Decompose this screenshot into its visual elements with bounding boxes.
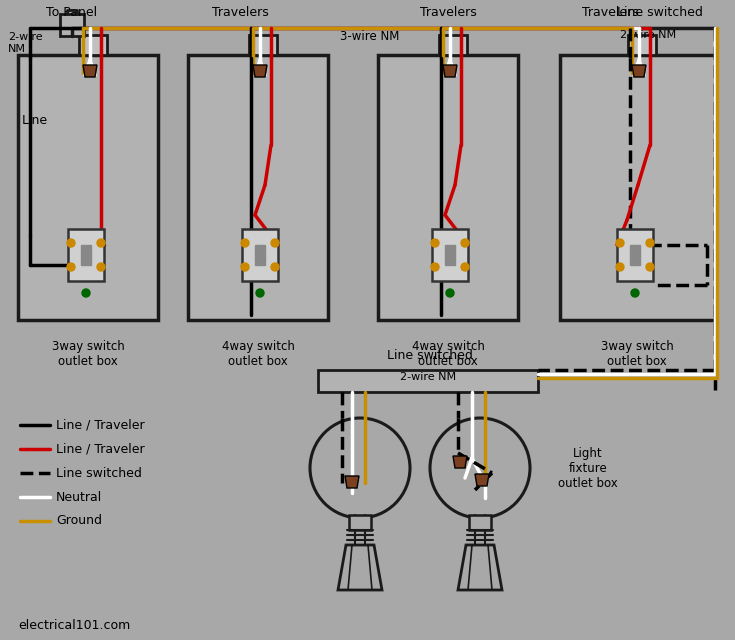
Text: 3way switch
outlet box: 3way switch outlet box bbox=[600, 340, 673, 368]
Bar bbox=[18, 55, 158, 320]
Text: Neutral: Neutral bbox=[56, 490, 102, 504]
Polygon shape bbox=[345, 476, 359, 488]
Bar bbox=[432, 229, 468, 281]
Bar bbox=[81, 245, 91, 265]
Circle shape bbox=[97, 263, 105, 271]
Bar bbox=[188, 55, 328, 320]
Circle shape bbox=[646, 239, 654, 247]
Bar bbox=[617, 229, 653, 281]
Text: To Panel: To Panel bbox=[46, 6, 98, 19]
Circle shape bbox=[97, 239, 105, 247]
Polygon shape bbox=[632, 65, 646, 77]
FancyBboxPatch shape bbox=[60, 14, 84, 36]
Circle shape bbox=[431, 263, 439, 271]
Circle shape bbox=[67, 239, 75, 247]
Text: 4way switch
outlet box: 4way switch outlet box bbox=[412, 340, 484, 368]
Bar bbox=[378, 55, 518, 320]
Bar bbox=[349, 515, 371, 530]
Text: Line switched: Line switched bbox=[617, 6, 703, 19]
Circle shape bbox=[631, 289, 639, 297]
Circle shape bbox=[616, 239, 624, 247]
Text: Line switched: Line switched bbox=[56, 467, 142, 479]
Bar bbox=[439, 35, 467, 55]
Circle shape bbox=[271, 239, 279, 247]
Text: 3way switch
outlet box: 3way switch outlet box bbox=[51, 340, 124, 368]
Circle shape bbox=[241, 239, 249, 247]
Text: Line / Traveler: Line / Traveler bbox=[56, 419, 145, 431]
Polygon shape bbox=[443, 65, 457, 77]
Text: Travelers: Travelers bbox=[581, 6, 639, 19]
Bar bbox=[560, 55, 715, 320]
Polygon shape bbox=[253, 65, 267, 77]
Text: Travelers: Travelers bbox=[420, 6, 476, 19]
Bar bbox=[249, 35, 277, 55]
Text: Light
fixture
outlet box: Light fixture outlet box bbox=[558, 447, 617, 490]
Circle shape bbox=[616, 263, 624, 271]
Circle shape bbox=[431, 239, 439, 247]
Text: 2-wire
NM: 2-wire NM bbox=[8, 32, 43, 54]
Text: 2-wire NM: 2-wire NM bbox=[620, 30, 676, 40]
Text: Ground: Ground bbox=[56, 515, 102, 527]
Bar bbox=[68, 229, 104, 281]
Polygon shape bbox=[83, 65, 97, 77]
Circle shape bbox=[461, 263, 469, 271]
Bar bbox=[628, 35, 656, 55]
Circle shape bbox=[646, 263, 654, 271]
Bar bbox=[255, 245, 265, 265]
Circle shape bbox=[446, 289, 454, 297]
Bar bbox=[469, 515, 491, 530]
Bar bbox=[79, 35, 107, 55]
Text: 4way switch
outlet box: 4way switch outlet box bbox=[221, 340, 295, 368]
Bar bbox=[242, 229, 278, 281]
Bar bbox=[445, 245, 455, 265]
Circle shape bbox=[271, 263, 279, 271]
Text: Line / Traveler: Line / Traveler bbox=[56, 442, 145, 456]
Text: electrical101.com: electrical101.com bbox=[18, 619, 130, 632]
Bar bbox=[630, 245, 640, 265]
Bar bbox=[318, 370, 538, 392]
Circle shape bbox=[67, 263, 75, 271]
Polygon shape bbox=[475, 474, 489, 486]
Text: Line: Line bbox=[22, 113, 48, 127]
Text: Travelers: Travelers bbox=[212, 6, 268, 19]
Text: 3-wire NM: 3-wire NM bbox=[340, 30, 400, 43]
Text: 2-wire NM: 2-wire NM bbox=[400, 372, 456, 382]
Circle shape bbox=[82, 289, 90, 297]
Circle shape bbox=[461, 239, 469, 247]
Circle shape bbox=[256, 289, 264, 297]
Circle shape bbox=[241, 263, 249, 271]
Text: Line switched: Line switched bbox=[387, 349, 473, 362]
Polygon shape bbox=[453, 456, 467, 468]
